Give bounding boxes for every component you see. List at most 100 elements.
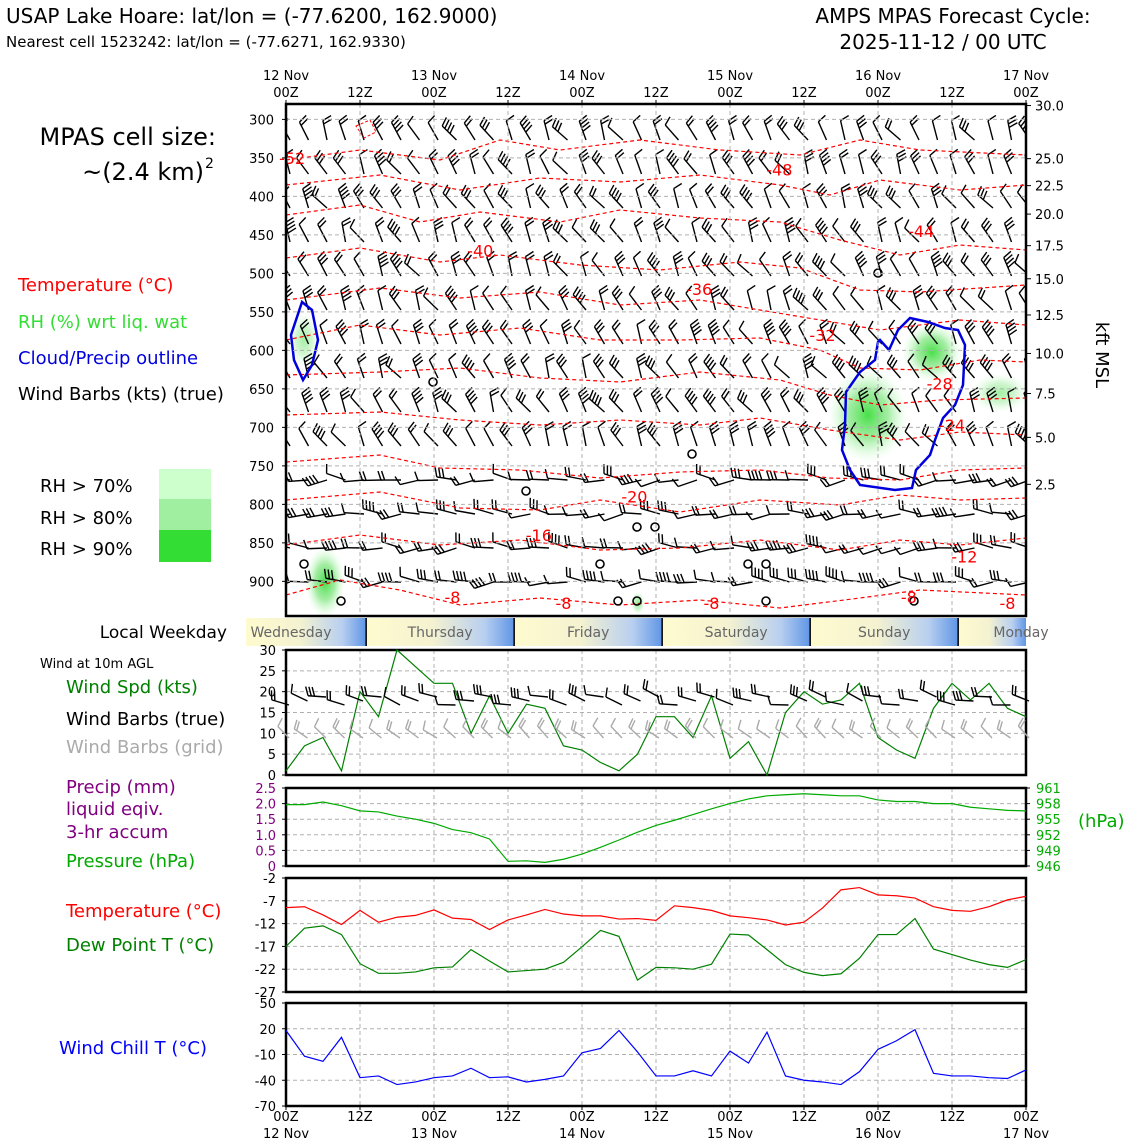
barb-flag (595, 155, 603, 165)
surface-barb-grid (536, 717, 549, 739)
barb-flag (1019, 428, 1026, 438)
pressure-tick-label: 700 (249, 421, 274, 436)
barb-flag (312, 474, 319, 484)
height-tick-label: 15.0 (1035, 273, 1064, 288)
barb-flag (538, 719, 545, 729)
barb-flag (968, 427, 977, 435)
barb-flag (603, 538, 608, 548)
barb-flag (581, 537, 586, 547)
wind-barb (371, 421, 385, 447)
barb-staff (539, 325, 550, 345)
barb-flag (804, 568, 808, 579)
barb-flag (317, 428, 324, 438)
barb-flag (441, 468, 445, 479)
barb-flag (1004, 284, 1014, 292)
barb-staff (482, 156, 495, 175)
wind-barb (427, 250, 439, 277)
barb-staff (573, 327, 587, 345)
barb-flag (592, 717, 599, 727)
wind-barb (578, 114, 591, 141)
barb-flag (782, 284, 792, 292)
barb-flag (744, 152, 752, 161)
wind-barb (949, 148, 959, 175)
barb-staff (1014, 262, 1026, 274)
barb-flag (567, 467, 571, 477)
barb-flag (470, 537, 475, 548)
surface-barb-grid (737, 719, 752, 739)
barb-flag (376, 220, 385, 228)
temperature-label: -24 (939, 416, 965, 435)
barb-flag (333, 353, 341, 362)
barb-flag (709, 396, 716, 406)
wind-barb (632, 250, 643, 277)
barb-flag (470, 152, 480, 159)
barb-flag (974, 686, 978, 697)
wind-barb (763, 420, 776, 447)
barb-flag (594, 356, 602, 365)
bottom-hour-label: 00Z (1013, 1110, 1039, 1125)
wind-barb (728, 420, 740, 447)
barb-flag (571, 684, 574, 695)
barb-flag (616, 476, 623, 486)
barb-flag (303, 186, 312, 193)
barb-flag (792, 287, 798, 297)
barb-flag (712, 291, 721, 299)
barb-staff (286, 131, 291, 141)
calm-circle (632, 522, 642, 532)
barb-flag (384, 572, 389, 582)
barb-flag (773, 355, 779, 366)
barb-flag (611, 285, 619, 294)
wind-barb (876, 216, 887, 243)
barb-flag (320, 257, 329, 266)
barb-flag (611, 187, 617, 197)
surface-barb-true (472, 684, 493, 698)
barb-flag (299, 318, 308, 327)
barb-flag (441, 389, 447, 399)
barb-flag (998, 721, 1003, 731)
surface-barb-grid (554, 718, 567, 739)
barb-flag (996, 719, 1001, 730)
barb-flag (344, 538, 349, 548)
barb-staff (991, 511, 1012, 515)
barb-staff (716, 697, 734, 706)
barb-flag (304, 396, 314, 404)
barb-flag (573, 183, 581, 193)
barb-flag (595, 322, 604, 331)
barb-flag (960, 252, 967, 262)
surface-barb-grid (960, 718, 974, 739)
wind-barb (375, 318, 386, 345)
barb-flag (776, 115, 784, 125)
barb-flag (543, 250, 553, 258)
surface-barb-grid (941, 719, 956, 739)
barb-flag (693, 543, 701, 553)
barb-flag (558, 386, 567, 395)
barb-flag (984, 257, 992, 267)
wind-barb (356, 284, 366, 311)
barb-flag (383, 686, 387, 697)
barb-flag (737, 468, 741, 479)
barb-flag (618, 503, 623, 513)
wind-barb (628, 285, 643, 311)
pressure-tick-label: 400 (249, 190, 274, 205)
wind-barb (608, 354, 624, 379)
wind-barb (816, 387, 830, 413)
wind-barb (967, 577, 994, 588)
barb-flag (858, 572, 863, 582)
barb-flag (988, 695, 994, 706)
barb-flag (1006, 322, 1016, 329)
barb-staff (872, 121, 883, 141)
barb-staff (908, 190, 920, 209)
barb-flag (616, 192, 622, 202)
barb-flag (986, 478, 994, 488)
wind-barb (447, 148, 460, 175)
wind-barb (423, 422, 439, 447)
wind-barb (316, 284, 328, 311)
surface-barb-true (568, 683, 586, 702)
temperature-label: -8 (704, 594, 720, 613)
barb-staff (547, 477, 568, 481)
barb-staff (330, 431, 346, 447)
windchill-label: Wind Chill T (°C) (59, 1038, 207, 1059)
barb-flag (812, 286, 819, 296)
barb-flag (614, 148, 623, 157)
barb-staff (295, 157, 310, 175)
